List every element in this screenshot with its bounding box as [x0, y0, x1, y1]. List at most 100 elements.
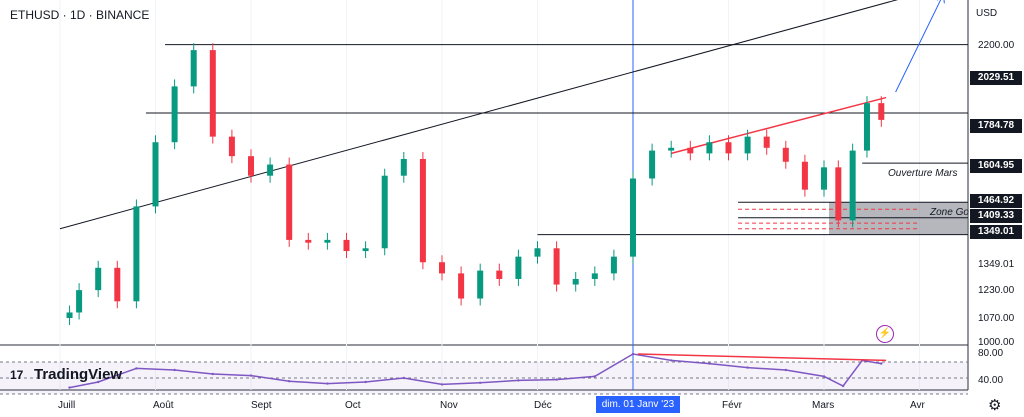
candle-body-30 [630, 178, 636, 257]
candle-body-18 [400, 158, 407, 176]
price-tag-1784: 1784.78 [970, 119, 1022, 133]
candle-body-37 [763, 136, 770, 148]
candle-body-14 [324, 239, 331, 243]
x-tick-mars: Mars [812, 400, 835, 411]
x-tick-avr: Avr [910, 400, 925, 411]
rsi-point-9 [402, 376, 405, 380]
x-tick-oct: Oct [345, 400, 361, 411]
x-tick-fevr: Févr [722, 400, 742, 411]
price-tag-1464: 1464.92 [970, 194, 1022, 208]
candle-body-28 [591, 273, 598, 279]
projection-arrow-head [937, 0, 945, 4]
candle-body-42 [849, 150, 856, 221]
rsi-point-21 [841, 384, 845, 388]
candle-body-19 [419, 158, 426, 263]
candle-body-12 [286, 164, 293, 240]
lightning-icon[interactable]: ⚡ [876, 325, 894, 343]
tradingview-logo-icon: 17 [10, 368, 24, 382]
candle-body-27 [572, 278, 579, 285]
candle-body-31 [649, 150, 656, 179]
candle-body-2 [95, 267, 102, 291]
candle-body-16 [362, 248, 369, 252]
rsi-divergence-line [637, 353, 887, 362]
price-tag-2029: 2029.51 [970, 71, 1022, 85]
rsi-tick-80: 80.00 [978, 348, 1004, 359]
price-tag-1409: 1409.33 [970, 209, 1022, 223]
rsi-point-3 [173, 368, 176, 372]
candle-body-44 [878, 103, 885, 120]
candle-body-24 [515, 256, 522, 279]
rsi-point-18 [746, 366, 749, 369]
candle-body-3 [114, 267, 121, 302]
candle-body-35 [725, 142, 732, 154]
candle-body-22 [477, 270, 484, 299]
rsi-point-0 [68, 386, 71, 389]
x-tick-sept: Sept [251, 400, 272, 411]
candle-body-25 [534, 248, 541, 257]
candle-body-43 [863, 103, 870, 151]
candle-body-0 [66, 312, 73, 319]
candle-body-9 [228, 136, 235, 157]
candle-body-33 [687, 147, 694, 154]
gear-icon[interactable]: ⚙ [988, 397, 1002, 414]
rsi-point-10 [440, 383, 444, 386]
long-trendline [59, 0, 899, 230]
candle-body-13 [305, 239, 312, 243]
candle-body-36 [744, 136, 751, 154]
candle-body-29 [610, 256, 617, 274]
rsi-point-5 [249, 374, 253, 377]
candle-body-15 [343, 239, 350, 252]
rsi-point-2 [135, 367, 138, 370]
price-tag-1604: 1604.95 [970, 159, 1022, 173]
rsi-point-7 [326, 382, 329, 385]
rsi-point-6 [288, 380, 291, 383]
rsi-point-17 [708, 362, 711, 365]
annotation-ouverture: Ouverture Mars [888, 168, 958, 179]
candle-body-6 [171, 86, 178, 143]
candle-body-39 [801, 161, 808, 190]
y-tick-2200: 2200.00 [978, 40, 1015, 51]
candle-body-38 [782, 147, 789, 162]
candle-body-34 [706, 142, 713, 154]
rsi-point-1 [97, 380, 100, 384]
y-tick-1230: 1349.01 [978, 259, 1015, 270]
brand-name: TradingView [34, 366, 123, 383]
candle-body-32 [668, 147, 675, 151]
rsi-point-20 [822, 375, 826, 378]
candle-body-1 [76, 290, 83, 313]
candle-body-23 [496, 270, 503, 279]
candle-body-17 [381, 175, 388, 249]
x-tick-juill: Juill [58, 400, 76, 411]
rsi-point-8 [364, 380, 367, 384]
rsi-point-19 [784, 368, 787, 372]
rsi-point-14 [593, 375, 596, 378]
date-crosshair-tag: dim. 01 Janv '23 [596, 396, 680, 413]
x-tick-nov: Nov [440, 400, 458, 411]
rsi-point-11 [479, 381, 482, 384]
currency-label[interactable]: USD [976, 8, 998, 19]
x-tick-dec: Déc [534, 400, 552, 411]
candle-body-10 [248, 156, 254, 176]
candle-body-4 [133, 206, 140, 302]
rsi-point-16 [670, 359, 673, 362]
candle-body-5 [152, 142, 159, 207]
y-tick-1000: 1000.00 [978, 337, 1015, 348]
projection-arrow [895, 0, 942, 93]
price-tag-1349: 1349.01 [970, 225, 1022, 239]
y-tick-1070: 1070.00 [978, 313, 1015, 324]
x-tick-aout: Août [153, 400, 174, 411]
candle-body-7 [190, 50, 197, 87]
candle-body-40 [821, 167, 827, 190]
annotation-zone: Zone Go [930, 207, 969, 218]
rsi-line [69, 353, 882, 389]
rsi-point-15 [631, 352, 635, 356]
candle-body-11 [267, 164, 274, 176]
candle-body-8 [209, 50, 216, 137]
tradingview-logo: 17 TradingView [10, 366, 123, 383]
rsi-point-12 [517, 379, 520, 382]
candle-body-26 [553, 248, 560, 285]
candle-body-20 [439, 262, 445, 274]
symbol-header[interactable]: ETHUSD · 1D · BINANCE [10, 8, 150, 22]
